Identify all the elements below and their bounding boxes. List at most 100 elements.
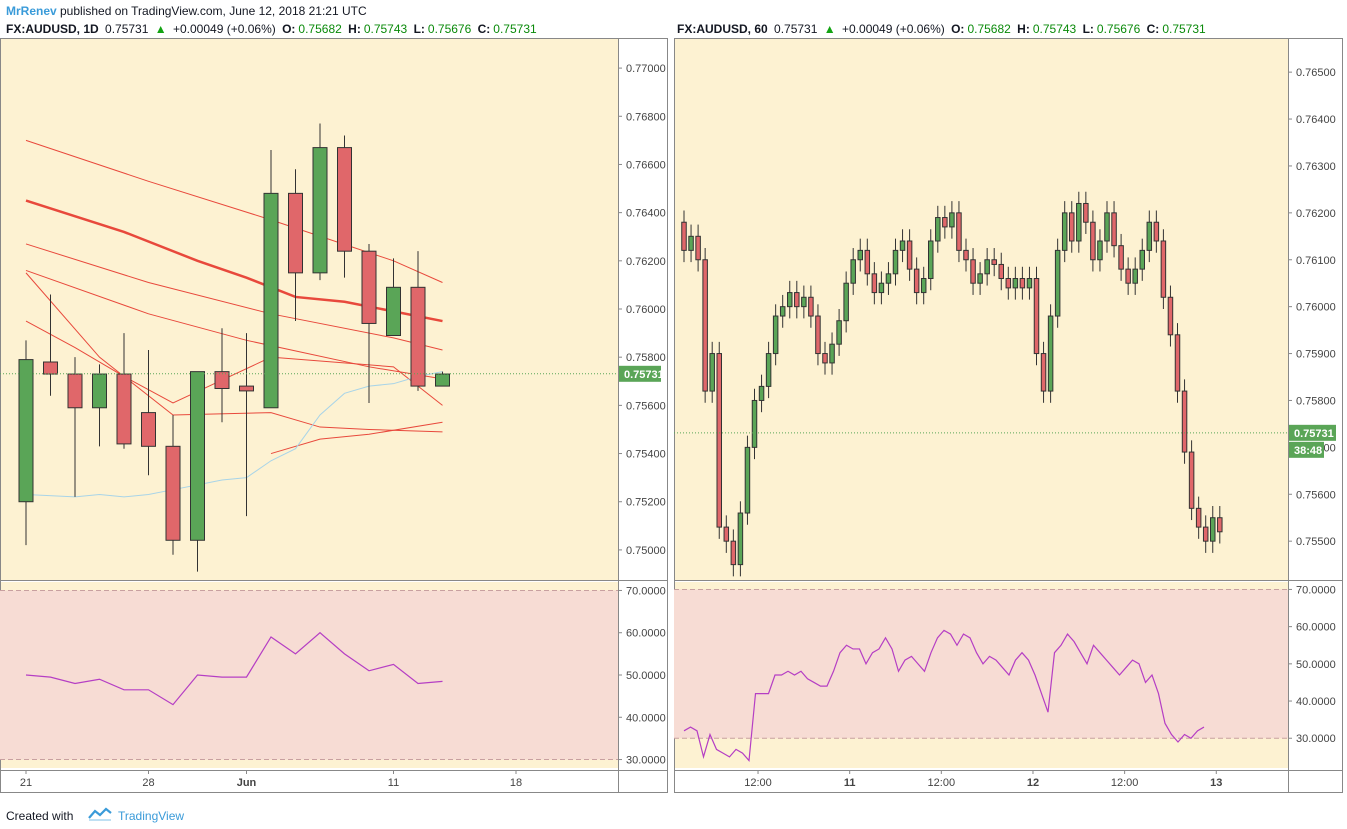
candle-body — [716, 353, 722, 528]
candle-body — [1033, 278, 1040, 355]
candle-body — [772, 315, 779, 355]
price-axis-background — [618, 38, 668, 796]
author-name[interactable]: MrRenev — [6, 4, 57, 18]
time-tick-label: 11 — [844, 777, 856, 789]
price-tick-label: 0.75600 — [626, 400, 666, 412]
countdown-label: 38:48 — [1294, 445, 1322, 457]
candle-body — [744, 446, 751, 514]
left-last: 0.75731 — [105, 22, 149, 36]
daily-chart[interactable]: 0.75000 0.75200 0.75400 0.75600 0.75800 0.760… — [0, 38, 670, 796]
time-tick-label: 18 — [510, 777, 522, 789]
price-pane-background — [0, 38, 618, 580]
candle-body — [935, 217, 941, 242]
rsi-tick-label: 60.0000 — [1296, 622, 1336, 634]
candle-body — [942, 217, 948, 228]
price-tick-label: 0.77000 — [626, 63, 666, 75]
candle-body — [843, 282, 849, 322]
candle-body — [857, 249, 863, 261]
candle-body — [681, 221, 687, 251]
rsi-line — [25, 631, 443, 706]
panel-border — [0, 38, 668, 793]
rsi-line — [683, 629, 1205, 763]
publish-header: MrRenev published on TradingView.com, Ju… — [0, 0, 1347, 20]
hourly-chart[interactable]: 0.755000.756000.757000.758000.759000.760… — [674, 38, 1345, 796]
candle-body — [1174, 334, 1181, 392]
up-arrow-icon: ▲ — [823, 22, 836, 36]
candle-body — [141, 412, 156, 447]
left-chart-legend: FX:AUDUSD, 1D 0.75731 ▲ +0.00049 (+0.06%… — [6, 22, 540, 36]
candle-body — [116, 373, 132, 445]
last-price-label-bg — [1289, 424, 1336, 441]
candle-body — [815, 315, 821, 355]
candle-body — [765, 353, 772, 387]
publish-info: published on TradingView.com, June 12, 2… — [60, 4, 367, 18]
right-c-label: C: — [1146, 22, 1160, 36]
price-tick-label: 0.76200 — [1296, 208, 1336, 220]
right-h-label: H: — [1017, 22, 1030, 36]
candle-body — [1132, 268, 1138, 284]
candle-body — [779, 306, 786, 317]
candle-body — [822, 353, 828, 364]
candle-body — [836, 320, 842, 345]
left-c-label: C: — [477, 22, 491, 36]
left-symbol: FX:AUDUSD, 1D — [6, 22, 99, 36]
candle-body — [878, 282, 885, 294]
candle-body — [92, 373, 107, 409]
candle-body — [263, 192, 279, 409]
rsi-band — [674, 589, 1288, 739]
left-h-label: H: — [348, 22, 361, 36]
candle-body — [43, 361, 58, 375]
candle-body — [18, 359, 34, 503]
price-tick-label: 0.76800 — [626, 111, 666, 123]
price-tick-label: 0.75000 — [626, 545, 666, 557]
candle-body — [1061, 212, 1068, 251]
candle-body — [214, 371, 230, 389]
candle-body — [1097, 240, 1103, 261]
right-close: 0.75731 — [1162, 22, 1206, 36]
price-tick-label: 0.76300 — [1296, 161, 1336, 173]
candle-body — [1125, 268, 1131, 284]
left-low: 0.75676 — [427, 22, 472, 36]
tradingview-link[interactable]: TradingView — [118, 809, 185, 823]
price-tick-label: 0.76400 — [1296, 114, 1336, 126]
candle-body — [808, 296, 814, 317]
right-change: +0.00049 (+0.06%) — [842, 22, 945, 36]
candle-body — [410, 286, 426, 387]
candle-body — [1153, 221, 1160, 242]
candle-body — [1104, 212, 1110, 242]
right-o-label: O: — [951, 22, 965, 36]
last-price-label: 0.75731 — [624, 369, 664, 381]
candle-body — [695, 235, 701, 261]
price-tick-label: 0.75900 — [1296, 349, 1336, 361]
left-open: 0.75682 — [298, 22, 342, 36]
last-price-label: 0.75731 — [1294, 428, 1334, 440]
time-tick-label: Jun — [237, 777, 257, 789]
footer: Created with TradingView — [0, 801, 1347, 829]
price-tick-label: 0.76400 — [626, 208, 666, 220]
rsi-tick-label: 50.0000 — [1296, 659, 1336, 671]
rsi-tick-label: 40.0000 — [1296, 696, 1336, 708]
candle-body — [885, 273, 892, 284]
candle-body — [1083, 202, 1089, 223]
price-tick-label: 0.75500 — [1296, 536, 1336, 548]
candle-body — [1012, 278, 1019, 289]
candle-body — [794, 292, 800, 308]
rsi-tick-label: 70.0000 — [1296, 584, 1336, 596]
candle-body — [1047, 315, 1054, 392]
tradingview-logo-icon[interactable] — [88, 807, 112, 821]
candle-body — [1118, 245, 1124, 270]
candle-body — [956, 212, 962, 251]
price-tick-label: 0.75200 — [626, 497, 666, 509]
candle-body — [963, 249, 969, 261]
candle-body — [920, 278, 927, 294]
candle-body — [702, 259, 708, 392]
candle-body — [337, 147, 352, 252]
candle-body — [871, 273, 878, 294]
right-open: 0.75682 — [967, 22, 1011, 36]
time-tick-label: 12 — [1027, 777, 1039, 789]
candle-body — [801, 296, 807, 308]
time-tick-label: 12:00 — [744, 777, 772, 789]
candle-body — [1210, 517, 1216, 542]
countdown-label-bg — [1289, 441, 1324, 458]
created-with-label: Created with — [6, 809, 74, 823]
